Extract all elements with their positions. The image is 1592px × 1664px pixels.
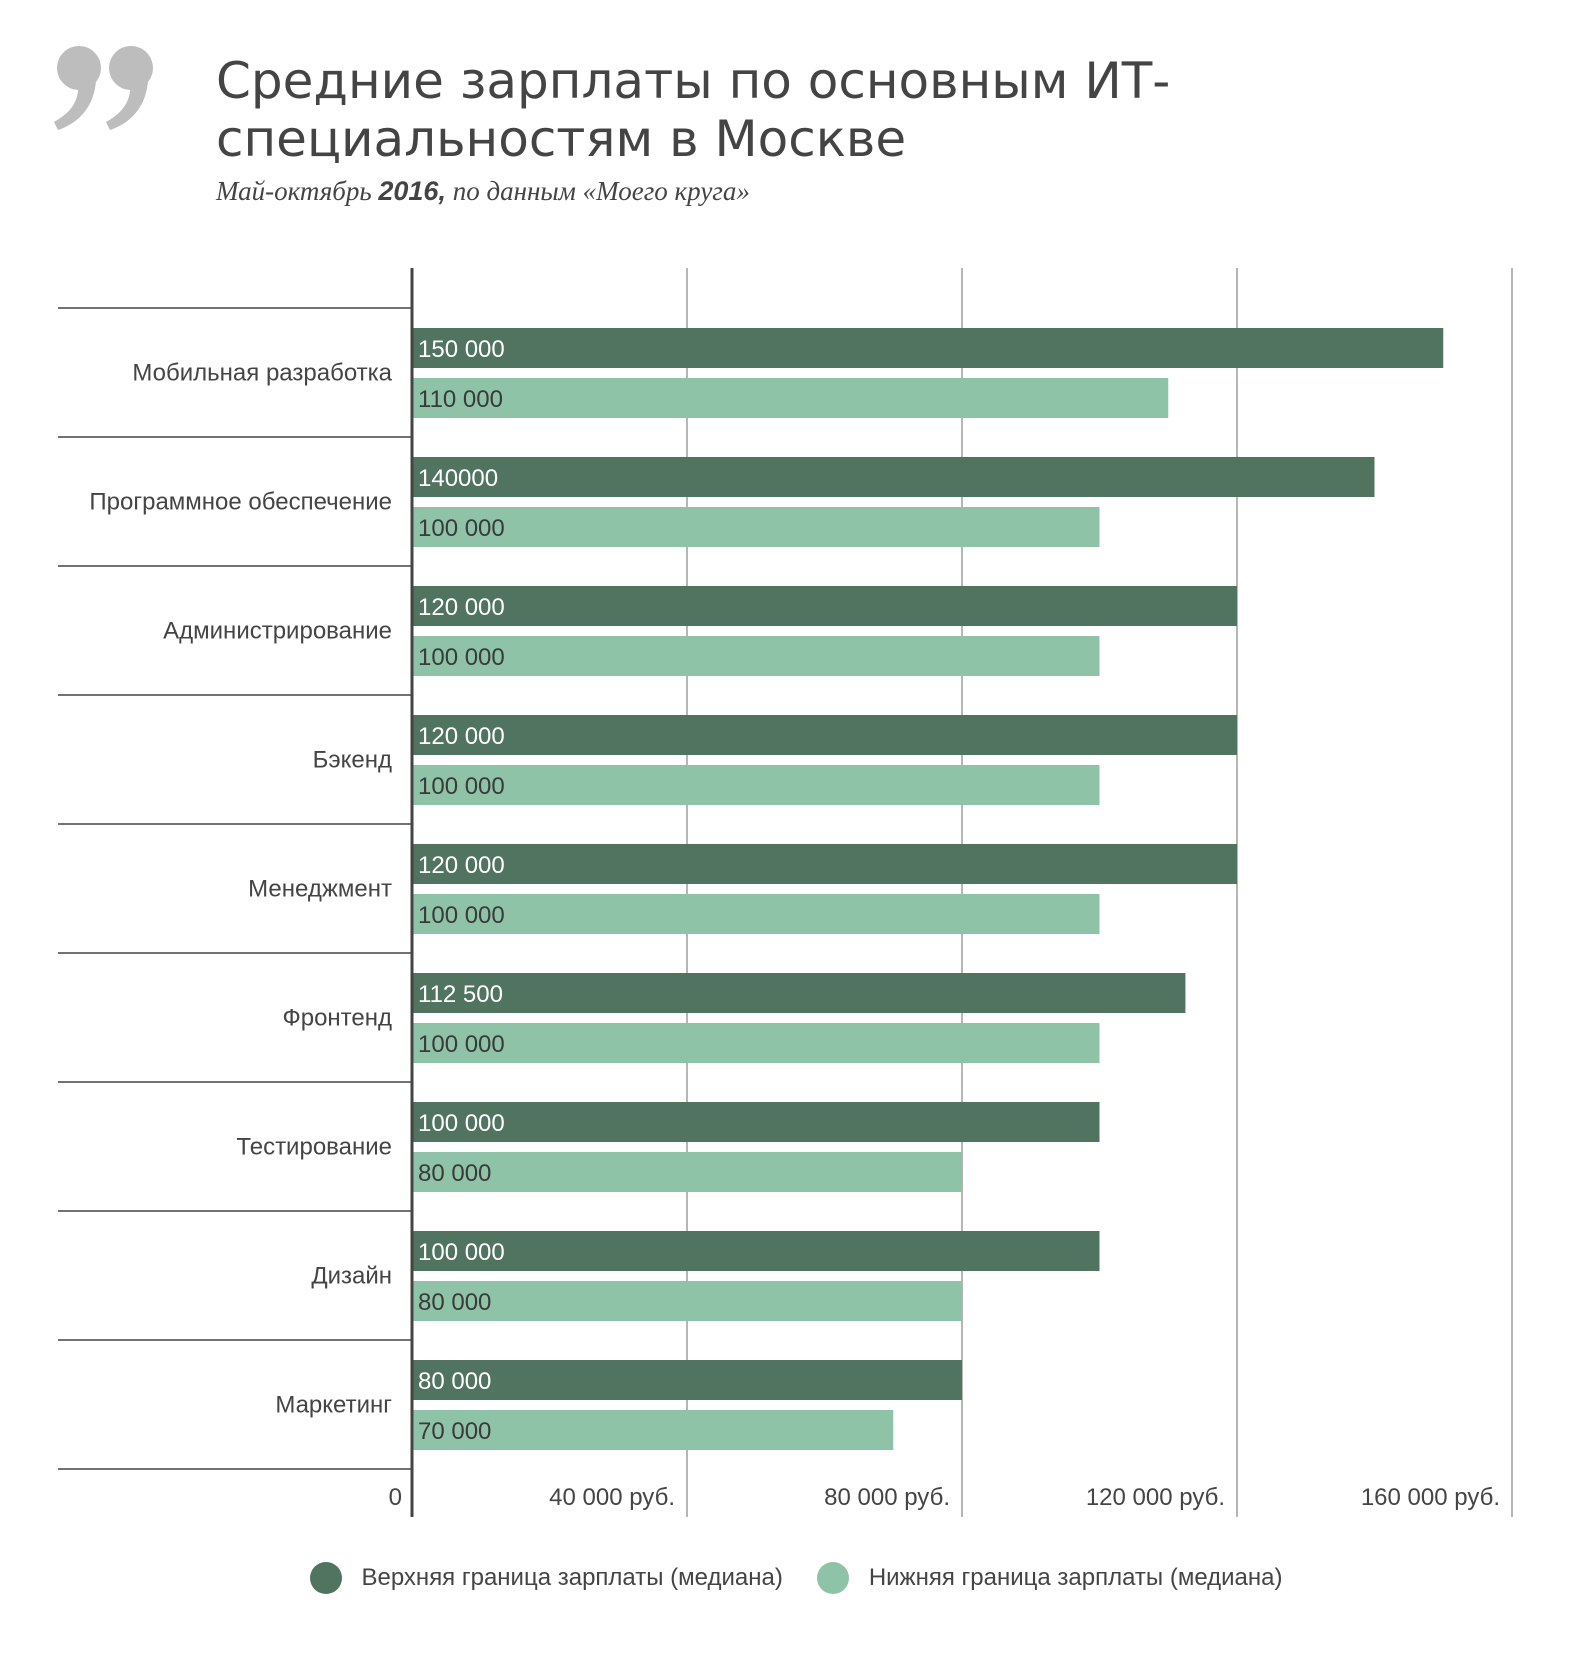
x-tick-label: 160 000 руб.	[1361, 1484, 1500, 1511]
bar-upper	[412, 328, 1444, 368]
bar-lower	[412, 1023, 1100, 1063]
bar-lower-label: 100 000	[418, 773, 505, 800]
legend: Верхняя граница зарплаты (медиана) Нижня…	[0, 1562, 1592, 1594]
x-tick-label: 120 000 руб.	[1086, 1484, 1225, 1511]
bar-upper	[412, 457, 1375, 497]
bar-upper-label: 100 000	[418, 1239, 505, 1266]
bar-lower	[412, 894, 1100, 934]
bar-upper	[412, 1102, 1100, 1142]
bar-lower	[412, 1410, 894, 1450]
bar-lower-label: 80 000	[418, 1289, 491, 1316]
bar-lower-label: 100 000	[418, 644, 505, 671]
bar-upper-label: 150 000	[418, 336, 505, 363]
bar-lower	[412, 378, 1169, 418]
category-label: Администрирование	[163, 618, 392, 645]
chart-subtitle: Май-октябрь 2016, по данным «Моего круга…	[216, 176, 750, 207]
category-label: Маркетинг	[275, 1392, 392, 1419]
bar-lower	[412, 765, 1100, 805]
bar-lower-label: 70 000	[418, 1418, 491, 1445]
chart-title: Средние зарплаты по основным ИТ-специаль…	[216, 52, 1171, 168]
category-label: Программное обеспечение	[89, 489, 392, 516]
category-label: Мобильная разработка	[132, 360, 392, 387]
legend-label-lower: Нижняя граница зарплаты (медиана)	[868, 1564, 1283, 1591]
bar-upper-label: 112 500	[418, 981, 503, 1008]
bar-upper-label: 100 000	[418, 1110, 505, 1137]
category-label: Тестирование	[236, 1134, 392, 1161]
bar-lower-label: 80 000	[418, 1160, 491, 1187]
closing-quote-icon	[54, 46, 153, 130]
bar-upper-label: 140000	[418, 465, 498, 492]
bar-lower	[412, 507, 1100, 547]
bar-upper-label: 120 000	[418, 852, 505, 879]
bar-upper	[412, 1360, 962, 1400]
bar-upper	[412, 973, 1186, 1013]
category-label: Фронтенд	[282, 1005, 392, 1032]
bar-lower	[412, 1281, 962, 1321]
bar-lower	[412, 636, 1100, 676]
bar-upper	[412, 1231, 1100, 1271]
bar-upper	[412, 586, 1237, 626]
legend-item-lower: Нижняя граница зарплаты (медиана)	[816, 1562, 1283, 1594]
subtitle-period: Май-октябрь	[216, 176, 372, 206]
bar-upper-label: 80 000	[418, 1368, 491, 1395]
category-label: Дизайн	[311, 1263, 392, 1290]
legend-swatch-upper	[309, 1562, 342, 1594]
legend-swatch-lower	[816, 1562, 849, 1594]
bar-upper	[412, 715, 1237, 755]
category-label: Бэкенд	[313, 747, 392, 774]
bar-lower	[412, 1152, 962, 1192]
category-label: Менеджмент	[248, 876, 392, 903]
bar-lower-label: 110 000	[418, 386, 503, 413]
bar-chart: 150 000 110 000 Мобильная разработка 140000…	[58, 268, 1513, 1517]
legend-label-upper: Верхняя граница зарплаты (медиана)	[361, 1564, 783, 1591]
x-tick-label: 40 000 руб.	[549, 1484, 675, 1511]
bar-upper-label: 120 000	[418, 723, 505, 750]
bar-lower-label: 100 000	[418, 515, 505, 542]
bar-upper-label: 120 000	[418, 594, 505, 621]
bar-lower-label: 100 000	[418, 902, 505, 929]
x-tick-label: 80 000 руб.	[824, 1484, 950, 1511]
x-tick-label: 0	[389, 1484, 402, 1511]
bar-lower-label: 100 000	[418, 1031, 505, 1058]
subtitle-source: по данным «Моего круга»	[452, 176, 750, 206]
bar-upper	[412, 844, 1237, 884]
legend-item-upper: Верхняя граница зарплаты (медиана)	[309, 1562, 783, 1594]
subtitle-year: 2016,	[378, 176, 446, 206]
